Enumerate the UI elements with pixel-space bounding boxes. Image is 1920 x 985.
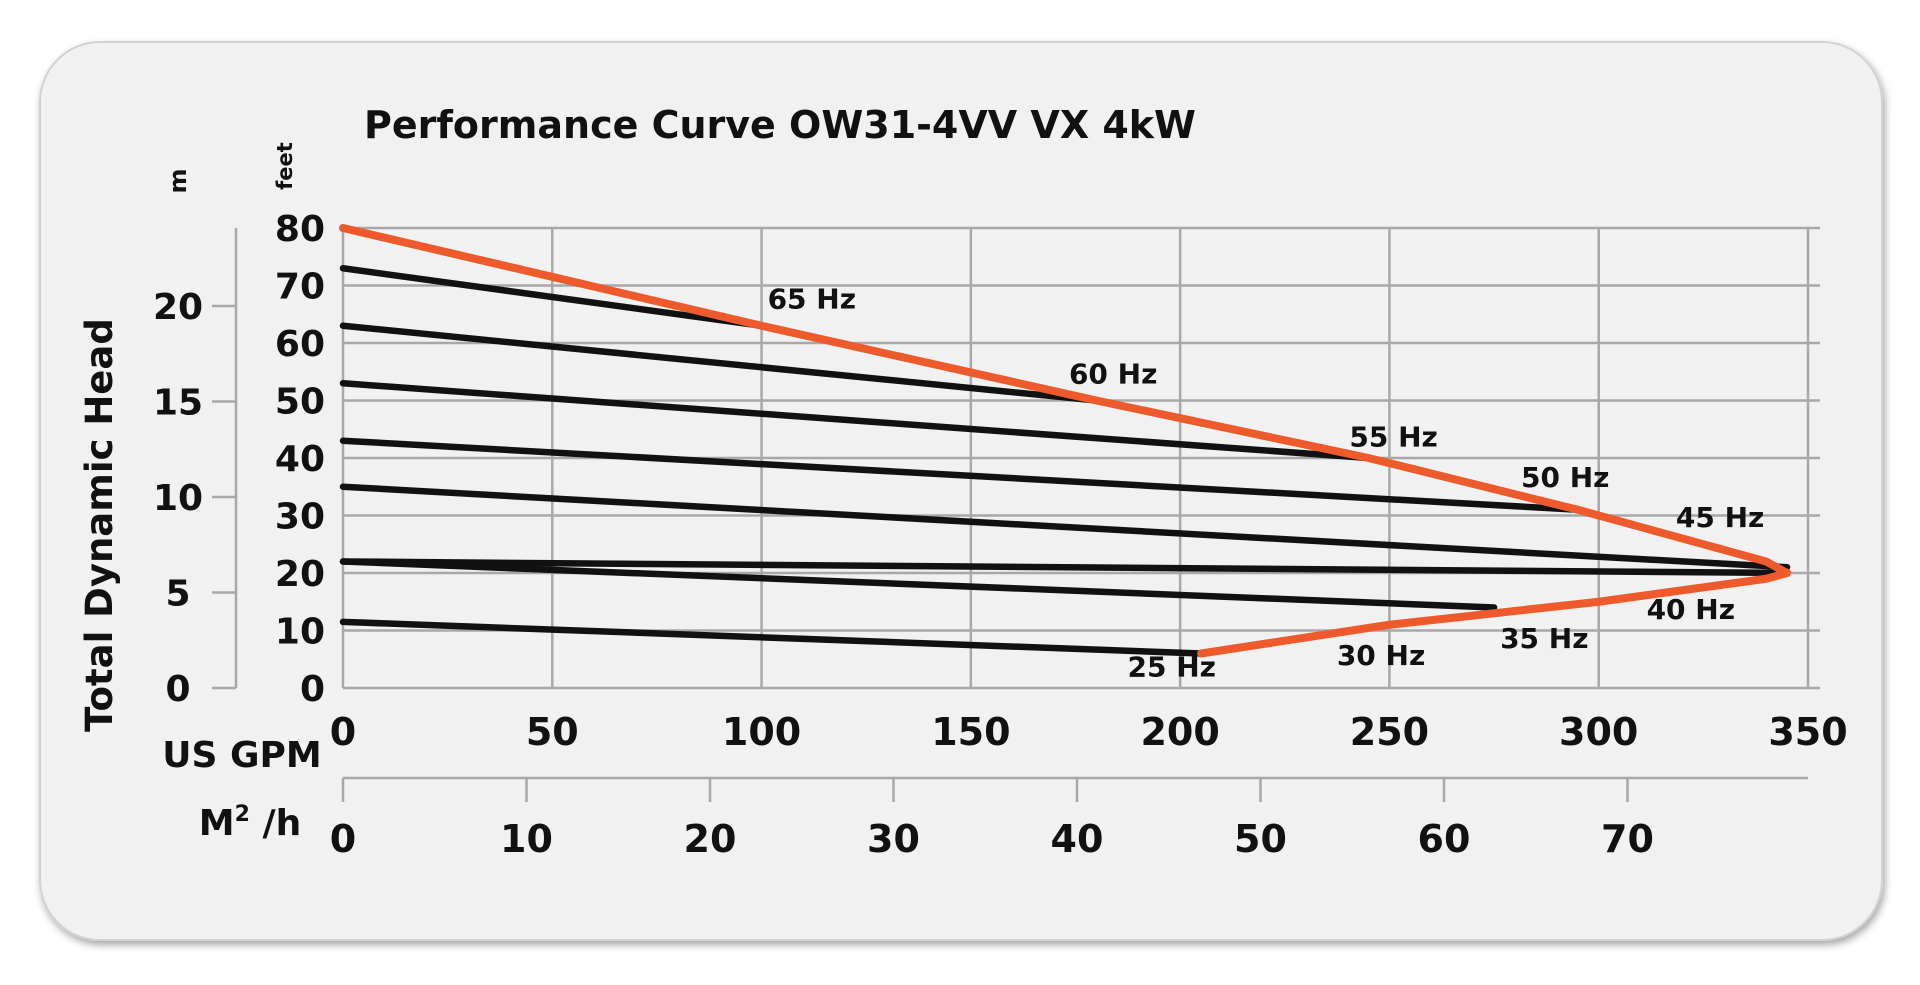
x-tick-label-gpm: 300 — [1559, 710, 1638, 754]
x-tick-label-gpm: 0 — [330, 710, 356, 754]
y-tick-label-feet: 30 — [275, 497, 325, 538]
x-tick-label-gpm: 150 — [931, 710, 1010, 754]
y-tick-label-feet: 20 — [275, 554, 325, 595]
x-tick-label-gpm: 50 — [526, 710, 579, 754]
x-tick-label-gpm: 100 — [722, 710, 801, 754]
y-tick-label-feet: 50 — [275, 382, 325, 423]
x-tick-label-m3h: 50 — [1234, 817, 1287, 861]
y-tick-label-m: 0 — [165, 669, 190, 710]
series-line-50-hz — [339, 437, 1582, 513]
x-axis-label-gpm: US GPM — [162, 735, 321, 776]
series-line-30-hz — [339, 618, 1205, 657]
x-tick-label-gpm: 250 — [1350, 710, 1429, 754]
curve-label-45-hz: 45 Hz — [1676, 501, 1764, 534]
series-line-40-hz — [339, 558, 1791, 577]
curve-label-65-hz: 65 Hz — [768, 283, 856, 316]
curve-label-35-hz: 35 Hz — [1500, 622, 1588, 655]
x-tick-label-m3h: 30 — [867, 817, 920, 861]
chart-title: Performance Curve OW31-4VV VX 4kW — [364, 103, 1196, 147]
x-tick-label-gpm: 200 — [1140, 710, 1219, 754]
max-performance-curve — [339, 224, 1792, 658]
curve-label-50-hz: 50 Hz — [1521, 461, 1609, 494]
curve-label-55-hz: 55 Hz — [1349, 421, 1437, 454]
series-line-65-hz — [339, 265, 765, 329]
y-axis-label: Total Dynamic Head — [78, 318, 121, 732]
y-tick-label-feet: 60 — [275, 324, 325, 365]
curve-label-25-hz: 25 Hz — [1128, 651, 1216, 684]
x-tick-label-gpm: 350 — [1768, 710, 1847, 754]
x-tick-label-m3h: 70 — [1601, 817, 1654, 861]
y-tick-label-m: 10 — [153, 478, 203, 519]
y-unit-feet-label: feet — [273, 142, 297, 190]
x-tick-label-m3h: 20 — [684, 817, 737, 861]
y-tick-label-feet: 10 — [275, 612, 325, 653]
max-curve — [339, 224, 1792, 658]
y-tick-label-m: 20 — [153, 287, 203, 328]
curve-label-40-hz: 40 Hz — [1647, 593, 1735, 626]
y-unit-m-label: m — [164, 168, 192, 193]
series-line-45-hz — [339, 483, 1791, 571]
x-axis-label-m3h-base: M — [199, 803, 235, 844]
x-tick-label-m3h: 0 — [330, 817, 356, 861]
y-tick-label-feet: 0 — [300, 669, 325, 710]
curve-label-30-hz: 30 Hz — [1337, 639, 1425, 672]
y-tick-label-feet: 80 — [275, 209, 325, 250]
series-line-55-hz — [339, 380, 1372, 462]
y-tick-label-feet: 70 — [275, 267, 325, 308]
series-line-60-hz — [339, 322, 1100, 404]
y-tick-label-m: 15 — [153, 383, 203, 424]
series-lines — [339, 265, 1791, 657]
curve-label-60-hz: 60 Hz — [1069, 357, 1157, 390]
x-tick-label-m3h: 60 — [1418, 817, 1471, 861]
x-axis-label-m3h: M2 /h — [199, 802, 301, 844]
x-tick-label-m3h: 10 — [500, 817, 553, 861]
x-axis-label-m3h-suffix: /h — [250, 803, 301, 844]
x-tick-label-m3h: 40 — [1051, 817, 1104, 861]
curve-labels: 65 Hz 60 Hz 55 Hz 50 Hz 45 Hz 40 Hz 35 Hz 30 Hz… — [768, 283, 1765, 684]
y-tick-label-m: 5 — [165, 574, 190, 615]
y-tick-label-feet: 40 — [275, 439, 325, 480]
series-line-35-hz — [339, 558, 1498, 611]
axes: 0 50 100 150 200 250 300 3500102030405060708005… — [153, 209, 1848, 861]
x-axis-label-m3h-sup: 2 — [235, 802, 250, 827]
